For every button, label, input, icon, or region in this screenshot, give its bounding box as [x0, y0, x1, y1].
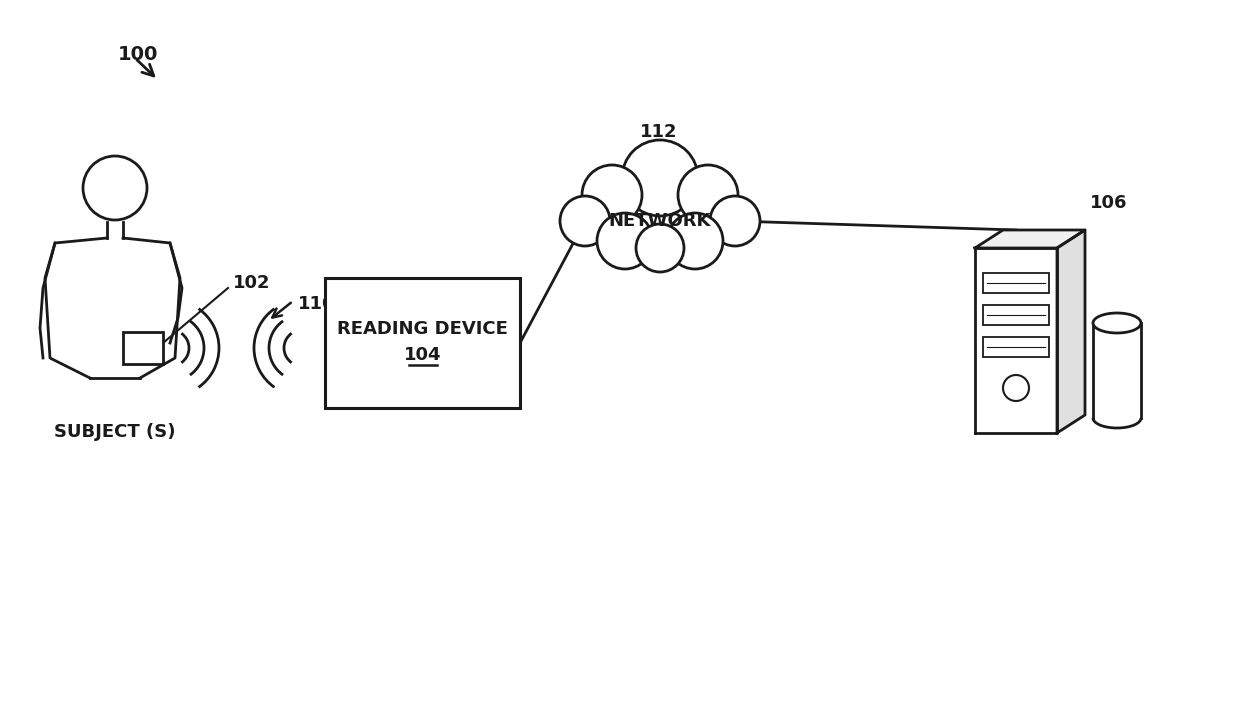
Text: 104: 104 — [404, 346, 441, 364]
Circle shape — [711, 196, 760, 246]
Circle shape — [678, 165, 738, 225]
Bar — [983, 337, 1049, 357]
Text: SUBJECT (S): SUBJECT (S) — [55, 423, 176, 441]
Circle shape — [667, 213, 723, 269]
Bar — [325, 278, 520, 408]
Circle shape — [560, 196, 610, 246]
Polygon shape — [975, 230, 1085, 248]
Bar — [123, 332, 162, 364]
Text: 112: 112 — [640, 123, 677, 141]
Polygon shape — [975, 248, 1056, 433]
Text: 110: 110 — [298, 295, 336, 313]
Text: 106: 106 — [1090, 194, 1127, 212]
Circle shape — [596, 213, 653, 269]
Text: NETWORK: NETWORK — [609, 212, 712, 230]
Circle shape — [622, 140, 698, 216]
Circle shape — [598, 156, 722, 280]
Text: 102: 102 — [233, 274, 270, 292]
Text: 100: 100 — [118, 45, 159, 64]
Text: READING DEVICE: READING DEVICE — [337, 320, 508, 338]
Bar — [983, 305, 1049, 325]
Ellipse shape — [1092, 313, 1141, 333]
Circle shape — [582, 165, 642, 225]
Bar — [983, 273, 1049, 293]
Polygon shape — [1056, 230, 1085, 433]
Circle shape — [636, 224, 684, 272]
